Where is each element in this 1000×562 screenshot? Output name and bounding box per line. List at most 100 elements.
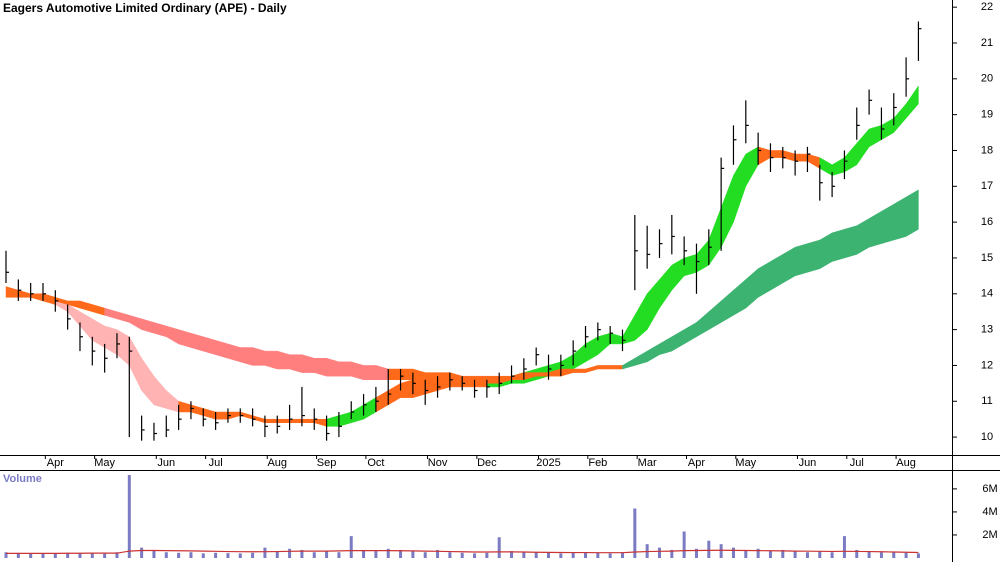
ma-band — [868, 125, 882, 148]
ma-band — [363, 397, 377, 420]
ma-band — [424, 379, 438, 395]
ma-band — [856, 128, 870, 166]
ma-band — [597, 365, 611, 370]
ma-band — [708, 207, 722, 266]
ma-band — [215, 411, 229, 420]
volume-bar — [362, 549, 366, 558]
ma-band — [474, 375, 488, 384]
ma-band — [659, 264, 673, 309]
ma-band — [622, 314, 636, 345]
volume-bar — [842, 536, 846, 558]
volume-bar — [127, 475, 131, 558]
ma-band — [326, 415, 340, 427]
volume-bar — [756, 548, 760, 558]
ma-band — [178, 400, 192, 413]
ma-band — [831, 157, 845, 176]
x-tick-label: Apr — [688, 457, 705, 469]
ma-band — [178, 329, 192, 348]
x-tick-label: Sep — [317, 457, 337, 469]
ma-band — [92, 304, 105, 316]
ma-band — [153, 375, 167, 409]
volume-bar — [781, 549, 785, 558]
x-tick-label: Mar — [638, 457, 657, 469]
ma-band — [461, 375, 475, 384]
volume-bar — [78, 553, 82, 558]
x-tick-label: May — [735, 457, 756, 469]
volume-bar — [66, 552, 70, 558]
ma-band — [5, 286, 19, 298]
x-tick-label: Jul — [209, 457, 223, 469]
volume-bar — [29, 553, 33, 558]
ma-band — [18, 289, 31, 298]
volume-bar — [892, 552, 896, 558]
ma-band — [782, 246, 796, 284]
ma-band — [141, 318, 155, 334]
ma-band — [104, 325, 118, 356]
ma-band — [634, 350, 648, 366]
volume-bar — [4, 552, 8, 558]
ma-band — [129, 335, 142, 391]
volume-bar — [238, 553, 242, 558]
ma-band — [116, 311, 130, 323]
volume-bar — [805, 552, 809, 558]
ma-band — [683, 322, 697, 345]
y-tick-label: 17 — [981, 180, 993, 192]
volume-bar — [497, 537, 501, 558]
ma-band — [572, 343, 586, 370]
ma-band — [215, 340, 229, 359]
volume-bar — [374, 551, 378, 558]
volume-bar — [152, 549, 156, 558]
ma-band — [166, 389, 179, 413]
volume-bar — [682, 531, 686, 558]
volume-bar — [744, 549, 748, 558]
volume-bar — [189, 552, 193, 558]
ma-band — [696, 311, 710, 338]
ma-band — [757, 146, 771, 166]
ma-band — [350, 404, 364, 424]
ma-band — [326, 357, 340, 377]
x-tick-label: Apr — [47, 457, 64, 469]
ma-band — [671, 257, 685, 291]
volume-bar — [300, 549, 304, 558]
volume-bar — [571, 552, 575, 558]
volume-bar — [522, 552, 526, 558]
ma-band — [412, 379, 426, 399]
volume-bar — [411, 551, 415, 558]
volume-bar — [768, 551, 772, 558]
x-tick-label: Aug — [896, 457, 916, 469]
volume-bar — [731, 547, 735, 558]
ma-band — [240, 347, 253, 366]
ma-band — [141, 357, 155, 406]
volume-bar — [288, 548, 292, 558]
ma-band — [696, 239, 710, 273]
x-tick-label: Nov — [428, 457, 448, 469]
volume-bar — [214, 552, 218, 558]
ma-band — [794, 153, 808, 162]
volume-bar — [608, 553, 612, 558]
ma-band — [227, 343, 241, 363]
volume-bar — [879, 552, 883, 558]
ma-band — [400, 379, 414, 398]
ma-band — [646, 278, 660, 331]
volume-bar — [534, 552, 538, 558]
ma-band — [905, 85, 919, 119]
x-tick-label: Feb — [588, 457, 607, 469]
volume-bar — [707, 540, 711, 558]
ma-band — [609, 365, 623, 370]
volume-average — [6, 549, 919, 554]
volume-bar — [596, 552, 600, 558]
volume-bar — [337, 552, 341, 558]
volume-bar — [904, 552, 908, 558]
x-tick-label: Jun — [799, 457, 817, 469]
y-tick-label: 6M — [982, 483, 997, 495]
volume-bar — [867, 551, 871, 558]
ma-band — [92, 318, 105, 348]
ma-band — [893, 196, 907, 241]
ma-band — [770, 253, 784, 291]
volume-bar — [719, 544, 723, 558]
volume-bar — [916, 553, 920, 558]
ma-band — [868, 210, 882, 248]
ma-band — [844, 142, 858, 173]
volume-title: Volume — [3, 473, 42, 485]
ma-band — [807, 239, 821, 273]
